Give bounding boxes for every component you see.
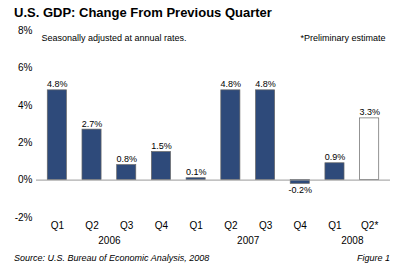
html-text:Figure 1: Figure 1 [357, 253, 390, 263]
svg-text:Q3: Q3 [120, 220, 134, 231]
svg-text:0.1%: 0.1% [186, 167, 207, 177]
svg-text:Seasonally adjusted at annual: Seasonally adjusted at annual rates. [42, 33, 187, 43]
svg-text:Q4: Q4 [294, 220, 308, 231]
svg-text:Q2: Q2 [85, 220, 99, 231]
svg-text:2%: 2% [18, 137, 33, 148]
svg-text:4.8%: 4.8% [221, 79, 242, 89]
svg-text:0%: 0% [18, 174, 33, 185]
svg-text:3.3%: 3.3% [359, 107, 380, 117]
svg-text:-0.2%: -0.2% [289, 185, 313, 195]
svg-text:Q1: Q1 [51, 220, 65, 231]
svg-text:Q2: Q2 [224, 220, 238, 231]
html-text:Source: U.S. Bureau of Economi: Source: U.S. Bureau of Economic Analysis… [14, 253, 210, 263]
svg-text:6%: 6% [18, 62, 33, 73]
svg-text:*Preliminary estimate: *Preliminary estimate [300, 33, 385, 43]
svg-text:2006: 2006 [98, 235, 121, 246]
html-text:U.S. GDP: Change From Previous: U.S. GDP: Change From Previous Quarter [14, 5, 272, 20]
svg-text:0.9%: 0.9% [325, 152, 346, 162]
svg-text:Q4: Q4 [155, 220, 169, 231]
svg-text:0.8%: 0.8% [116, 154, 137, 164]
svg-text:1.5%: 1.5% [151, 141, 172, 151]
svg-text:Q3: Q3 [259, 220, 273, 231]
svg-text:-2%: -2% [15, 212, 33, 223]
svg-text:Q2*: Q2* [361, 220, 378, 231]
svg-text:4.8%: 4.8% [47, 79, 68, 89]
svg-text:2.7%: 2.7% [82, 119, 103, 129]
svg-text:2008: 2008 [341, 235, 364, 246]
svg-text:8%: 8% [18, 25, 33, 36]
svg-text:Q1: Q1 [328, 220, 342, 231]
svg-text:Q1: Q1 [189, 220, 203, 231]
svg-text:4%: 4% [18, 100, 33, 111]
svg-text:4.8%: 4.8% [255, 79, 276, 89]
svg-text:2007: 2007 [237, 235, 260, 246]
